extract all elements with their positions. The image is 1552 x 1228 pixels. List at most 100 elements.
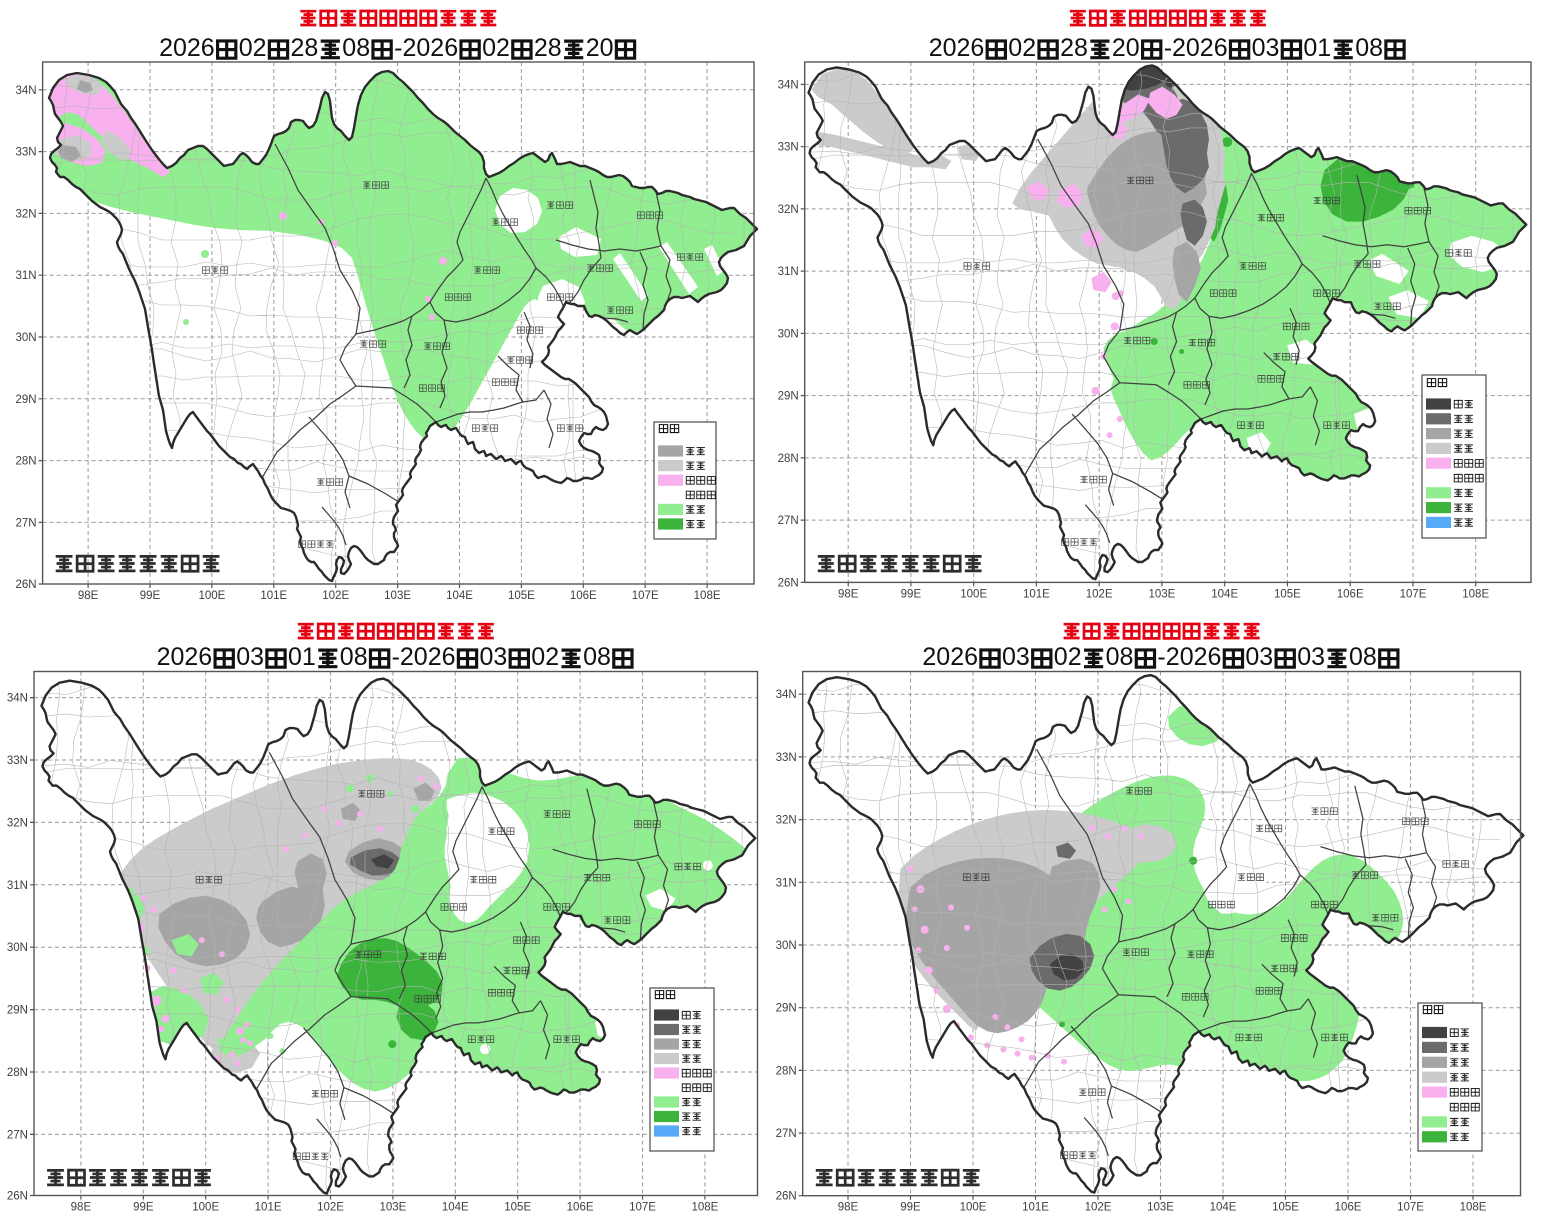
svg-text:28: 28 <box>534 34 562 62</box>
svg-text:33N: 33N <box>7 755 28 767</box>
svg-text:31N: 31N <box>778 266 799 278</box>
svg-text:33N: 33N <box>776 752 797 764</box>
svg-text:108E: 108E <box>691 1202 718 1214</box>
svg-text:101E: 101E <box>1022 1202 1049 1214</box>
svg-text:2026: 2026 <box>929 34 985 62</box>
svg-text:03: 03 <box>236 643 264 671</box>
svg-text:102E: 102E <box>1086 588 1113 600</box>
svg-text:29N: 29N <box>15 394 36 406</box>
svg-text:01: 01 <box>1303 34 1331 62</box>
svg-text:99E: 99E <box>900 1202 921 1214</box>
svg-text:27N: 27N <box>778 515 799 527</box>
svg-text:106E: 106E <box>570 590 597 602</box>
svg-text:02: 02 <box>482 34 510 62</box>
svg-text:08: 08 <box>340 643 368 671</box>
svg-text:33N: 33N <box>15 147 36 159</box>
svg-text:108E: 108E <box>1462 588 1489 600</box>
svg-text:20: 20 <box>586 34 614 62</box>
svg-text:-: - <box>1157 643 1165 671</box>
svg-text:108E: 108E <box>1460 1202 1487 1214</box>
svg-text:105E: 105E <box>504 1202 531 1214</box>
svg-text:2026: 2026 <box>157 643 213 671</box>
svg-text:30N: 30N <box>7 942 28 954</box>
svg-text:105E: 105E <box>1274 588 1301 600</box>
svg-text:102E: 102E <box>317 1202 344 1214</box>
svg-text:2026: 2026 <box>922 643 978 671</box>
svg-text:34N: 34N <box>15 85 36 97</box>
svg-text:32N: 32N <box>15 208 36 220</box>
svg-text:-: - <box>392 643 400 671</box>
svg-text:104E: 104E <box>442 1202 469 1214</box>
svg-text:102E: 102E <box>1085 1202 1112 1214</box>
svg-text:107E: 107E <box>632 590 659 602</box>
svg-text:27N: 27N <box>15 517 36 529</box>
svg-text:28: 28 <box>1060 34 1088 62</box>
svg-text:02: 02 <box>1054 643 1082 671</box>
svg-text:-: - <box>1164 34 1172 62</box>
svg-text:08: 08 <box>583 643 611 671</box>
svg-text:99E: 99E <box>901 588 922 600</box>
svg-text:106E: 106E <box>567 1202 594 1214</box>
svg-text:100E: 100E <box>960 1202 987 1214</box>
svg-text:104E: 104E <box>1210 1202 1237 1214</box>
svg-text:30N: 30N <box>776 940 797 952</box>
svg-text:99E: 99E <box>133 1202 154 1214</box>
svg-text:105E: 105E <box>508 590 535 602</box>
svg-text:31N: 31N <box>15 270 36 282</box>
svg-text:104E: 104E <box>1211 588 1238 600</box>
svg-text:03: 03 <box>1245 643 1273 671</box>
svg-text:104E: 104E <box>446 590 473 602</box>
svg-text:03: 03 <box>1297 643 1325 671</box>
svg-text:32N: 32N <box>776 815 797 827</box>
svg-text:34N: 34N <box>778 79 799 91</box>
svg-text:101E: 101E <box>260 590 287 602</box>
svg-text:107E: 107E <box>1397 1202 1424 1214</box>
svg-text:29N: 29N <box>7 1005 28 1017</box>
svg-text:98E: 98E <box>838 588 859 600</box>
svg-text:03: 03 <box>1252 34 1280 62</box>
svg-text:102E: 102E <box>322 590 349 602</box>
svg-text:02: 02 <box>1008 34 1036 62</box>
svg-text:100E: 100E <box>960 588 987 600</box>
svg-text:103E: 103E <box>1148 588 1175 600</box>
svg-text:28N: 28N <box>776 1065 797 1077</box>
svg-text:26N: 26N <box>776 1191 797 1203</box>
svg-text:26N: 26N <box>7 1191 28 1203</box>
svg-text:2026: 2026 <box>159 34 215 62</box>
svg-text:27N: 27N <box>776 1128 797 1140</box>
svg-text:2026: 2026 <box>1166 643 1222 671</box>
svg-text:20: 20 <box>1112 34 1140 62</box>
svg-text:103E: 103E <box>379 1202 406 1214</box>
svg-text:30N: 30N <box>15 332 36 344</box>
svg-text:34N: 34N <box>776 689 797 701</box>
svg-text:26N: 26N <box>15 579 36 591</box>
svg-text:30N: 30N <box>778 328 799 340</box>
svg-text:106E: 106E <box>1337 588 1364 600</box>
svg-text:28: 28 <box>291 34 319 62</box>
svg-text:28N: 28N <box>778 453 799 465</box>
svg-text:103E: 103E <box>384 590 411 602</box>
svg-text:34N: 34N <box>7 693 28 705</box>
svg-text:03: 03 <box>1002 643 1030 671</box>
svg-text:2026: 2026 <box>1172 34 1228 62</box>
svg-text:28N: 28N <box>15 456 36 468</box>
svg-text:31N: 31N <box>7 880 28 892</box>
svg-text:107E: 107E <box>629 1202 656 1214</box>
svg-text:2026: 2026 <box>400 643 456 671</box>
svg-text:99E: 99E <box>140 590 161 602</box>
svg-text:2026: 2026 <box>403 34 459 62</box>
svg-text:105E: 105E <box>1272 1202 1299 1214</box>
svg-text:31N: 31N <box>776 877 797 889</box>
svg-text:28N: 28N <box>7 1067 28 1079</box>
svg-text:32N: 32N <box>778 204 799 216</box>
svg-text:08: 08 <box>1349 643 1377 671</box>
svg-text:98E: 98E <box>71 1202 92 1214</box>
svg-text:08: 08 <box>1106 643 1134 671</box>
svg-text:02: 02 <box>531 643 559 671</box>
svg-text:02: 02 <box>239 34 267 62</box>
svg-text:01: 01 <box>288 643 316 671</box>
svg-text:08: 08 <box>342 34 370 62</box>
svg-text:106E: 106E <box>1335 1202 1362 1214</box>
svg-text:33N: 33N <box>778 142 799 154</box>
svg-text:03: 03 <box>480 643 508 671</box>
